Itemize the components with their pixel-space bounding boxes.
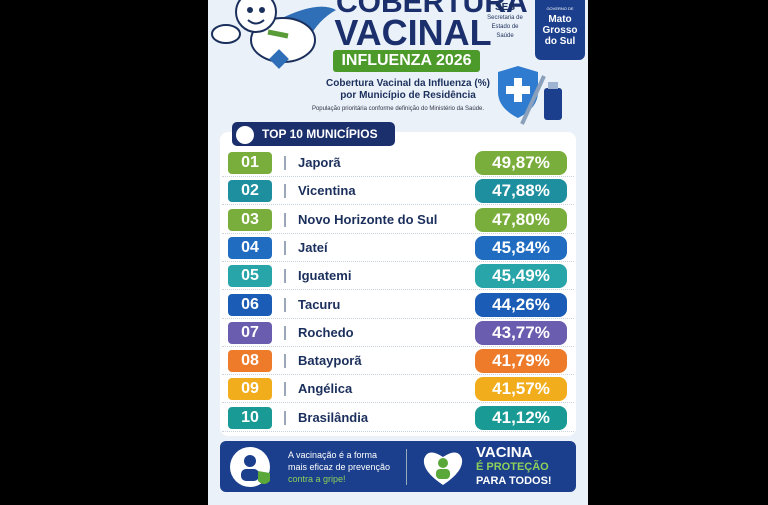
vaccine-icon xyxy=(498,66,562,125)
ranking-row: 09 Angélica 41,57% xyxy=(222,376,574,404)
ses-line: Secretaria de xyxy=(487,15,523,21)
coverage-value: 43,77% xyxy=(475,320,567,345)
ranking-row: 05 Iguatemi 45,49% xyxy=(222,263,574,291)
coverage-value: 47,80% xyxy=(475,207,567,232)
coverage-value: 41,12% xyxy=(475,405,567,430)
ranking-row: 07 Rochedo 43,77% xyxy=(222,320,574,347)
ranking-row: 04 Jateí 45,84% xyxy=(222,235,574,262)
ses-line: Saúde xyxy=(496,33,514,39)
government-badge: GOVERNO DE Mato Grosso do Sul xyxy=(535,0,585,60)
government-small: GOVERNO DE xyxy=(546,6,574,11)
municipality: Brasilândia xyxy=(298,409,369,425)
subtitle: Cobertura Vacinal da Influenza (%) por M… xyxy=(318,78,498,102)
footer-message: A vacinação é a forma mais eficaz de pre… xyxy=(288,449,390,485)
slogan-line: PARA TODOS! xyxy=(476,475,552,487)
slogan: VACINA É PROTEÇÃO PARA TODOS! xyxy=(476,444,552,488)
coverage-value: 45,84% xyxy=(475,235,567,260)
separator xyxy=(284,184,286,199)
coverage-value: 41,79% xyxy=(475,349,567,374)
people-icon xyxy=(230,447,270,487)
poster: COBERTURA VACINAL INFLUENZA 2026 Cobertu… xyxy=(208,0,588,505)
separator xyxy=(284,325,286,340)
coverage-value: 44,26% xyxy=(475,292,567,317)
municipality: Vicentina xyxy=(298,183,356,199)
rank-badge: 09 xyxy=(228,378,272,401)
coverage-value: 49,87% xyxy=(475,151,567,175)
rank-badge: 06 xyxy=(228,293,272,316)
slogan-line: VACINA xyxy=(476,444,533,461)
ranking-row: 06 Tacuru 44,26% xyxy=(222,292,574,319)
ranking-row: 10 Brasilândia 41,12% xyxy=(222,405,574,432)
ranking-header: TOP 10 MUNICÍPIOS xyxy=(232,122,395,146)
separator xyxy=(284,354,286,369)
trophy-icon xyxy=(236,125,254,144)
rank-badge: 08 xyxy=(228,350,272,373)
divider xyxy=(406,449,407,485)
year-badge: INFLUENZA 2026 xyxy=(333,50,480,72)
subtitle-line: Cobertura Vacinal da Influenza (%) xyxy=(326,78,490,89)
municipality: Novo Horizonte do Sul xyxy=(298,211,438,227)
mascot xyxy=(211,0,336,69)
separator xyxy=(284,382,286,397)
ranking-row: 01 Japorã 49,87% xyxy=(222,150,574,177)
message-line: contra a gripe! xyxy=(288,474,346,484)
separator xyxy=(284,269,286,284)
message-line: mais eficaz de prevenção xyxy=(288,462,391,472)
ranking-title: TOP 10 MUNICÍPIOS xyxy=(262,127,378,141)
separator xyxy=(284,297,286,312)
subtitle-line: por Município de Residência xyxy=(340,90,476,101)
separator xyxy=(284,212,286,227)
ranking-row: 02 Vicentina 47,88% xyxy=(222,178,574,206)
ranking-row: 03 Novo Horizonte do Sul 47,80% xyxy=(222,207,574,234)
separator xyxy=(284,240,286,255)
rank-badge: 03 xyxy=(228,208,272,231)
title: VACINAL xyxy=(334,12,492,53)
note: População prioritária conforme definição… xyxy=(311,106,485,112)
heart-icon xyxy=(423,452,463,485)
rank-badge: 02 xyxy=(228,180,272,203)
coverage-value: 45,49% xyxy=(475,264,567,289)
rank-badge: 04 xyxy=(228,236,272,259)
title-top: COBERTURA xyxy=(336,0,528,19)
ses-line: Estado de xyxy=(491,24,519,30)
separator xyxy=(284,410,286,425)
government-line: do Sul xyxy=(544,36,576,47)
ranking-row: 08 Batayporã 41,79% xyxy=(222,348,574,376)
municipality: Jateí xyxy=(298,239,328,255)
message-line: A vacinação é a forma xyxy=(288,450,378,460)
municipality: Angélica xyxy=(298,381,353,397)
government-line: Mato xyxy=(548,14,572,25)
slogan-line: É PROTEÇÃO xyxy=(476,461,549,473)
rank-badge: 01 xyxy=(228,152,272,174)
rank-badge: 05 xyxy=(228,265,272,288)
separator xyxy=(284,156,286,170)
municipality: Rochedo xyxy=(298,324,354,340)
government-line: Grosso xyxy=(542,25,578,36)
ses: SES Secretaria de Estado de Saúde xyxy=(480,2,530,41)
municipality: Japorã xyxy=(298,155,341,170)
footer: A vacinação é a forma mais eficaz de pre… xyxy=(220,441,576,492)
coverage-value: 47,88% xyxy=(475,179,567,204)
municipality: Iguatemi xyxy=(298,268,352,284)
coverage-value: 41,57% xyxy=(475,377,567,402)
rank-badge: 10 xyxy=(228,406,272,429)
ses-acronym: SES xyxy=(494,2,515,13)
rank-badge: 07 xyxy=(228,321,272,344)
municipality: Batayporã xyxy=(298,353,362,369)
municipality: Tacuru xyxy=(298,296,341,312)
